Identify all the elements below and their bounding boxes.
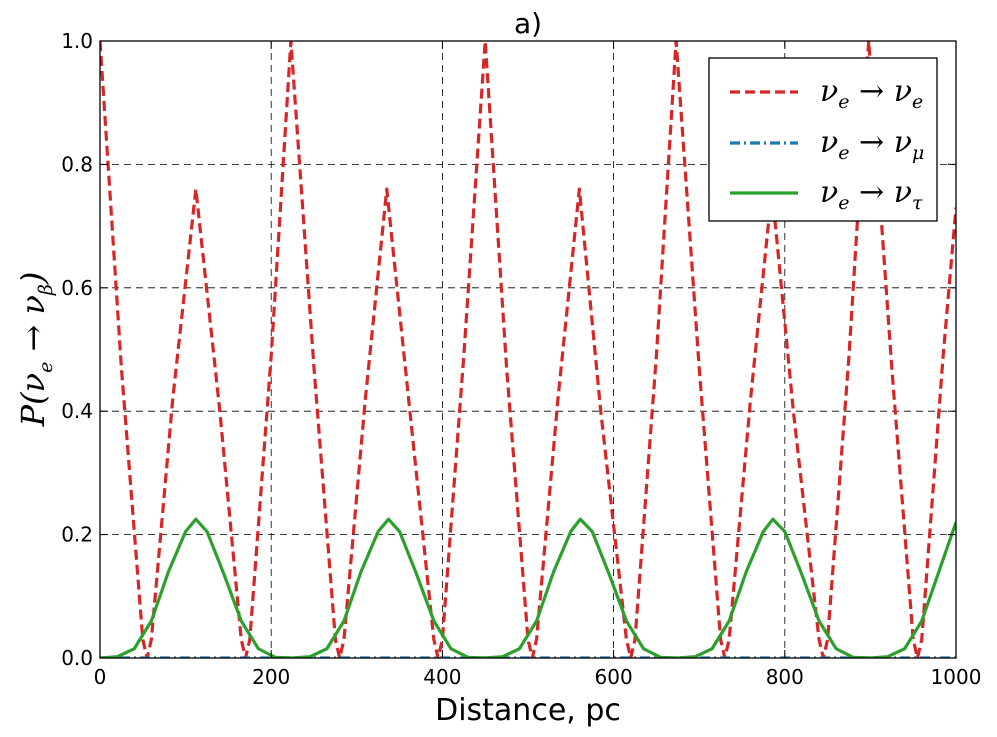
legend-2-to-sub: τ	[912, 192, 923, 214]
legend-0-from: ν	[820, 74, 838, 109]
legend-2-from-sub: e	[838, 192, 849, 214]
x-tick-label: 600	[595, 665, 633, 689]
legend-0-from-sub: e	[838, 91, 849, 113]
y-tick-label: 0.2	[61, 523, 93, 547]
legend-0-to: ν	[894, 74, 912, 109]
legend-0-arrow: →	[850, 74, 894, 109]
legend-label-nue-numu: νe → νμ	[820, 125, 924, 164]
legend-1-arrow: →	[850, 125, 894, 160]
y-tick-label: 0.0	[61, 646, 93, 670]
y-axis-label-arrow: → ν	[14, 295, 52, 362]
legend-1-to: ν	[894, 125, 912, 160]
chart-title: a)	[514, 7, 542, 40]
legend-2-to: ν	[894, 175, 912, 210]
legend-2-from: ν	[820, 175, 838, 210]
y-tick-label: 0.8	[61, 152, 93, 176]
y-axis-label-sub1: e	[35, 362, 57, 373]
y-axis-label-close: )	[14, 272, 52, 285]
y-axis-label-sub2: β	[35, 284, 57, 296]
legend-1-to-sub: μ	[912, 142, 924, 164]
series-group	[100, 41, 956, 658]
x-tick-label: 1000	[931, 665, 982, 689]
legend-label-nue-nue: νe → νe	[820, 74, 923, 113]
y-axis-label: P(νe → νβ)	[14, 272, 57, 428]
x-tick-label: 200	[252, 665, 290, 689]
y-tick-label: 0.6	[61, 276, 93, 300]
plot-frame	[99, 40, 957, 659]
series-line-2	[100, 517, 956, 658]
legend-label-nue-nutau: νe → ντ	[820, 175, 923, 214]
legend: νe → νe νe → νμ νe → ντ	[708, 57, 938, 222]
x-tick-label: 0	[94, 665, 107, 689]
y-tick-labels: 0.0 0.2 0.4 0.6 0.8 1.0	[61, 29, 93, 670]
y-tick-label: 0.4	[61, 399, 93, 423]
legend-1-from: ν	[820, 125, 838, 160]
y-tick-label: 1.0	[61, 29, 93, 53]
x-tick-label: 400	[423, 665, 461, 689]
legend-1-from-sub: e	[838, 142, 849, 164]
x-axis-label: Distance, pc	[435, 693, 621, 728]
legend-0-to-sub: e	[912, 91, 923, 113]
axis-ticks	[99, 40, 957, 659]
legend-2-arrow: →	[850, 175, 894, 210]
x-tick-labels: 0 200 400 600 800 1000	[94, 665, 982, 689]
x-tick-label: 800	[766, 665, 804, 689]
y-axis-label-base: P(ν	[14, 373, 52, 427]
